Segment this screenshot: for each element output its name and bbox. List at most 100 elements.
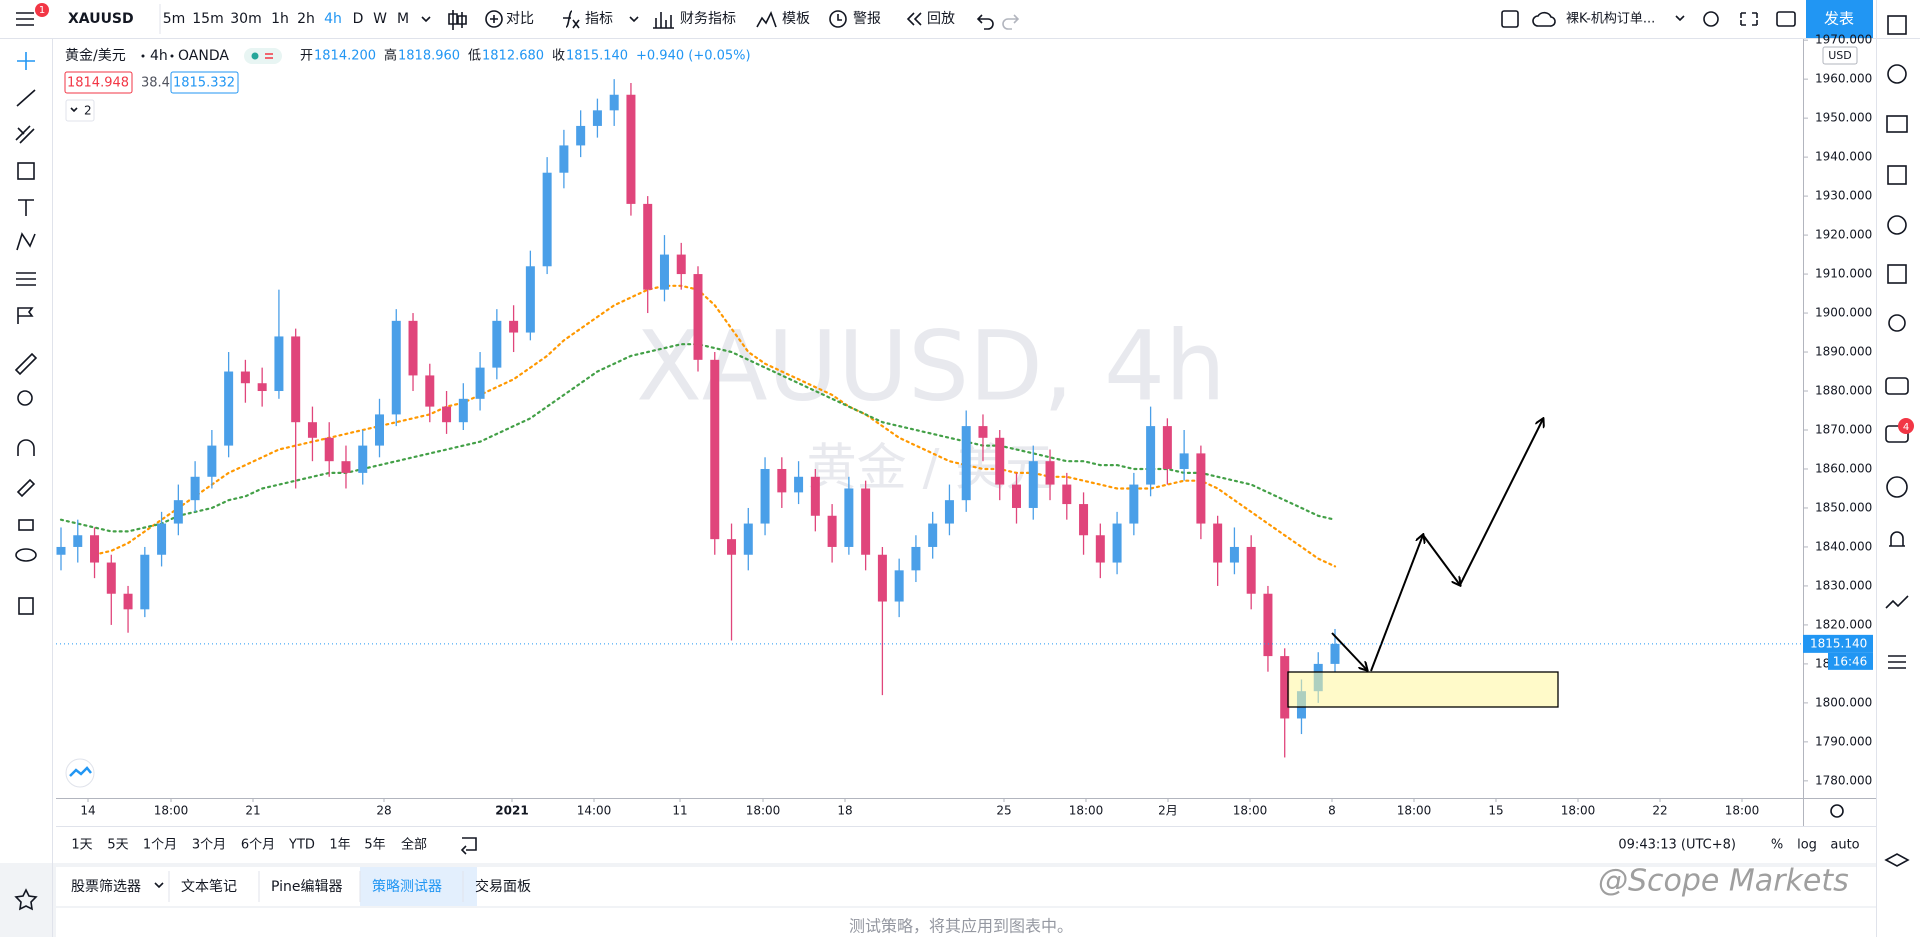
streams-icon[interactable] <box>1885 377 1909 395</box>
menu-icon[interactable] <box>16 3 49 26</box>
news-icon[interactable] <box>1886 115 1908 133</box>
interval[interactable]: 4h <box>324 11 342 27</box>
toolbar-button[interactable]: 对比 <box>506 11 534 27</box>
interval[interactable]: 1h <box>271 11 289 27</box>
compare-icon[interactable] <box>485 10 503 28</box>
scale-option[interactable]: % <box>1771 838 1783 853</box>
interval[interactable]: 30m <box>230 11 261 27</box>
range-button[interactable]: 3个月 <box>192 838 226 853</box>
interval[interactable]: D <box>353 11 364 27</box>
range-button[interactable]: 5天 <box>107 838 128 853</box>
interval[interactable]: 2h <box>297 11 315 27</box>
candle-body <box>1028 461 1038 508</box>
toolbar-button[interactable]: 指标 <box>585 11 613 27</box>
axis-settings[interactable] <box>1830 804 1844 818</box>
hotlist-icon[interactable] <box>1887 215 1907 235</box>
chart-type-icon[interactable] <box>448 10 467 30</box>
trend-line-tool[interactable] <box>16 89 36 107</box>
zoom-tool[interactable] <box>17 390 33 406</box>
range-button[interactable]: 1个月 <box>143 838 177 853</box>
delete-tool[interactable] <box>18 597 34 615</box>
layout-name[interactable]: 裸K-机构订单... <box>1566 12 1655 27</box>
favorites[interactable] <box>14 888 38 911</box>
ideas-icon[interactable] <box>1888 314 1906 332</box>
range-button[interactable]: 1年 <box>329 838 350 853</box>
candle-body <box>1095 535 1105 563</box>
redo-icon[interactable] <box>1002 14 1020 30</box>
text-tool[interactable] <box>18 199 34 216</box>
indicator-dropdown[interactable] <box>629 16 639 23</box>
publish-label[interactable]: 发表 <box>1824 10 1854 28</box>
indicator-icon[interactable] <box>563 10 580 29</box>
cloud-icon[interactable] <box>1532 11 1556 27</box>
pattern-tool[interactable] <box>16 232 36 251</box>
range-button[interactable]: 6个月 <box>241 838 275 853</box>
candle-body <box>626 94 636 204</box>
shape-tool[interactable] <box>17 162 35 180</box>
scale-option[interactable]: auto <box>1830 838 1859 853</box>
screener-dropdown[interactable] <box>154 882 164 889</box>
range-button[interactable]: 全部 <box>401 837 427 853</box>
candle-body <box>106 562 116 594</box>
layout-dropdown[interactable] <box>1675 15 1685 22</box>
range-button[interactable]: YTD <box>288 838 315 853</box>
interval[interactable]: W <box>373 11 387 27</box>
range-button[interactable]: 1天 <box>71 838 92 853</box>
measure-tool[interactable] <box>14 352 38 376</box>
toolbar-button[interactable]: 模板 <box>782 11 810 27</box>
crosshair-tool[interactable] <box>17 52 35 70</box>
candle-body <box>978 426 988 438</box>
financials-icon[interactable] <box>653 12 674 29</box>
scale-option[interactable]: log <box>1797 838 1817 853</box>
range-button[interactable]: 5年 <box>364 838 385 853</box>
interval[interactable]: M <box>397 11 409 27</box>
goto-date-icon[interactable] <box>460 837 477 855</box>
alerts-icon[interactable] <box>1887 64 1907 84</box>
calendar-icon[interactable] <box>1887 264 1907 284</box>
watchlist-icon[interactable] <box>1887 15 1907 35</box>
interval[interactable]: 15m <box>192 11 223 27</box>
candle-body <box>1012 484 1021 508</box>
interval[interactable]: 5m <box>163 11 186 27</box>
pane-toggle[interactable] <box>65 99 95 122</box>
interval-dropdown[interactable] <box>421 16 431 23</box>
template-icon[interactable] <box>756 10 777 28</box>
toolbar-button[interactable]: 警报 <box>853 11 881 27</box>
layers-icon[interactable] <box>1884 853 1910 867</box>
candle-body <box>391 320 401 415</box>
watermark: XAUUSD, 4h <box>636 310 1226 422</box>
dom-icon[interactable] <box>1888 655 1906 669</box>
tips-icon[interactable] <box>1886 476 1908 498</box>
panel-tab[interactable]: 策略测试器 <box>372 878 442 895</box>
panel-tab[interactable]: Pine编辑器 <box>271 879 343 895</box>
publish-button[interactable] <box>1806 0 1873 38</box>
replay-icon[interactable] <box>906 12 922 26</box>
magnet-tool[interactable] <box>17 439 35 456</box>
y-tick-label: 1910.000 <box>1815 267 1872 281</box>
icon-tool[interactable] <box>17 307 34 324</box>
chat-icon[interactable] <box>1885 425 1909 443</box>
toolbar-button[interactable]: 回放 <box>927 11 955 27</box>
snapshot-icon[interactable] <box>1776 11 1796 27</box>
panel-tab[interactable]: 文本笔记 <box>181 879 237 895</box>
alert-icon[interactable] <box>829 10 847 28</box>
symbol[interactable]: XAUUSD <box>68 11 134 27</box>
fullscreen-icon[interactable] <box>1740 12 1758 26</box>
clock[interactable]: 09:43:13 (UTC+8) <box>1618 838 1736 853</box>
notifications-icon[interactable] <box>1889 531 1905 547</box>
trading-icon[interactable] <box>1885 595 1909 609</box>
checkbox[interactable] <box>1501 10 1519 28</box>
visibility-tool[interactable] <box>15 548 37 562</box>
fib-tool[interactable] <box>15 125 35 144</box>
toolbar-button[interactable]: 财务指标 <box>680 11 736 27</box>
lock-tool[interactable] <box>18 519 34 531</box>
panel-tab[interactable]: 交易面板 <box>475 878 531 895</box>
dot <box>141 54 145 58</box>
settings-icon[interactable] <box>1703 11 1719 27</box>
panel-tab[interactable]: 股票筛选器 <box>71 879 141 895</box>
lock-draw-tool[interactable] <box>16 478 36 498</box>
candle-body <box>810 476 820 516</box>
prediction-tool[interactable] <box>16 272 36 286</box>
data-window-icon[interactable] <box>1887 165 1907 185</box>
undo-icon[interactable] <box>976 14 994 30</box>
